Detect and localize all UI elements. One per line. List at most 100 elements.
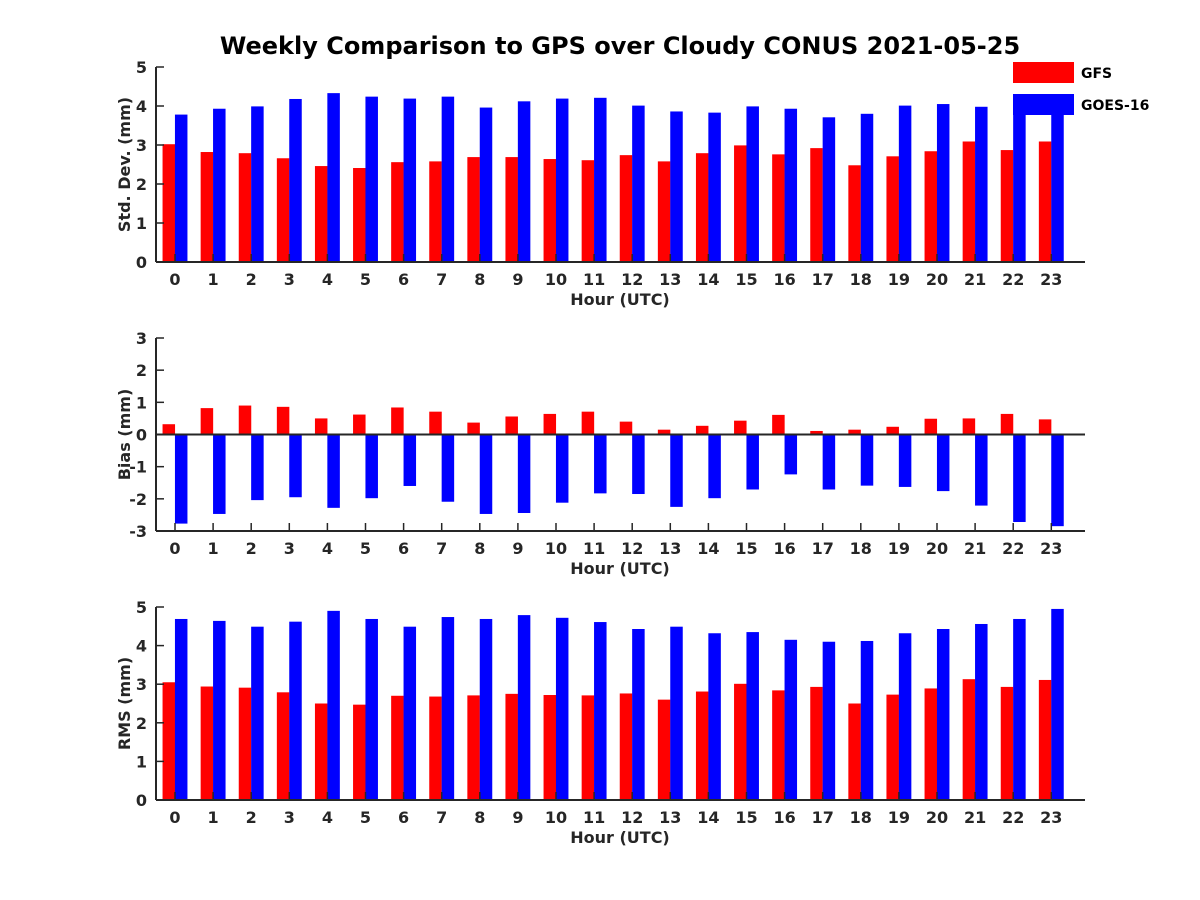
x-axis-label: Hour (UTC) [570,559,670,578]
bar-goes-16-hour-1 [213,108,226,262]
bar-gfs-hour-1 [200,152,214,262]
bar-goes-16-hour-7 [441,96,455,262]
x-tick-label: 15 [735,539,757,558]
x-tick-label: 3 [284,539,295,558]
x-tick-label: 19 [888,539,910,558]
bar-goes-16-hour-10 [555,617,569,800]
bar-gfs-hour-7 [429,161,442,262]
y-tick-label: 2 [136,714,147,733]
x-tick-label: 16 [773,808,795,827]
y-tick-label: 5 [136,58,147,77]
bar-goes-16-hour-4 [327,610,340,800]
x-tick-label: 6 [398,270,409,289]
chart-title: Weekly Comparison to GPS over Cloudy CON… [220,32,1020,60]
x-tick-label: 11 [583,539,605,558]
bar-goes-16-hour-16 [784,639,798,800]
bar-gfs-hour-15 [734,145,747,262]
bar-gfs-hour-14 [695,425,709,435]
x-tick-label: 20 [926,808,948,827]
x-tick-label: 9 [512,539,523,558]
y-tick-label: 2 [136,361,147,380]
x-tick-label: 5 [360,539,371,558]
bar-gfs-hour-23 [1038,419,1052,435]
bar-goes-16-hour-2 [251,626,264,800]
x-tick-label: 16 [773,270,795,289]
bar-gfs-hour-18 [848,429,861,435]
y-tick-label: 0 [136,253,147,272]
x-tick-label: 14 [697,539,719,558]
bar-gfs-hour-1 [200,408,214,435]
bar-gfs-hour-12 [619,421,633,435]
bar-goes-16-hour-5 [365,434,378,499]
bar-gfs-hour-21 [962,141,976,262]
bar-gfs-hour-13 [657,699,671,800]
bar-gfs-hour-0 [162,144,176,262]
bar-gfs-hour-22 [1000,413,1014,435]
x-tick-label: 17 [812,539,834,558]
legend-label-goes-16: GOES-16 [1081,98,1149,114]
bar-goes-16-hour-8 [479,107,493,262]
x-tick-label: 14 [697,270,719,289]
bar-gfs-hour-2 [238,405,252,435]
x-tick-label: 13 [659,270,681,289]
bar-gfs-hour-18 [848,703,861,800]
y-tick-label: -3 [129,522,147,541]
x-tick-label: 11 [583,808,605,827]
y-tick-label: 4 [136,637,147,656]
legend-swatch-gfs [1013,62,1074,83]
x-tick-label: 1 [208,539,219,558]
bar-gfs-hour-1 [200,686,214,800]
bar-gfs-hour-7 [429,696,442,800]
bar-gfs-hour-17 [810,148,823,262]
bar-goes-16-hour-7 [441,617,455,800]
bar-gfs-hour-4 [314,166,328,262]
bar-goes-16-hour-10 [555,98,569,262]
x-tick-label: 9 [512,808,523,827]
bar-gfs-hour-3 [276,158,290,262]
x-tick-label: 22 [1002,539,1024,558]
bar-gfs-hour-20 [924,151,938,262]
bar-gfs-hour-7 [429,411,442,435]
y-tick-label: 3 [136,329,147,348]
bar-gfs-hour-22 [1000,686,1014,800]
x-tick-label: 21 [964,539,986,558]
bar-goes-16-hour-15 [746,434,759,490]
bar-gfs-hour-12 [619,693,633,800]
bar-gfs-hour-23 [1038,679,1052,800]
bar-goes-16-hour-13 [670,626,683,800]
y-tick-label: 0 [136,426,147,445]
bar-gfs-hour-4 [314,418,328,435]
y-tick-label: -2 [129,490,147,509]
x-tick-label: 18 [850,539,872,558]
x-tick-label: 23 [1040,808,1062,827]
bar-goes-16-hour-9 [517,615,531,800]
x-tick-label: 5 [360,808,371,827]
x-tick-label: 7 [436,808,447,827]
bar-gfs-hour-6 [391,695,404,800]
bar-gfs-hour-3 [276,692,290,800]
y-tick-label: 1 [136,393,147,412]
x-tick-label: 19 [888,270,910,289]
bar-goes-16-hour-23 [1051,608,1064,800]
legend-label-gfs: GFS [1081,66,1112,82]
bar-gfs-hour-16 [772,154,785,262]
bar-goes-16-hour-17 [822,117,836,262]
bar-gfs-hour-5 [353,168,366,262]
bar-goes-16-hour-11 [594,622,607,800]
x-tick-label: 20 [926,539,948,558]
bar-goes-16-hour-9 [517,101,531,262]
bar-goes-16-hour-19 [898,633,912,800]
x-tick-label: 12 [621,808,643,827]
bar-goes-16-hour-20 [936,629,950,800]
x-tick-label: 8 [474,808,485,827]
x-tick-label: 1 [208,808,219,827]
bar-gfs-hour-13 [657,161,671,262]
x-tick-label: 9 [512,270,523,289]
bar-gfs-hour-9 [505,416,518,435]
bar-goes-16-hour-14 [708,633,721,800]
x-axis-label: Hour (UTC) [570,290,670,309]
bar-goes-16-hour-11 [594,434,607,494]
x-tick-label: 23 [1040,539,1062,558]
